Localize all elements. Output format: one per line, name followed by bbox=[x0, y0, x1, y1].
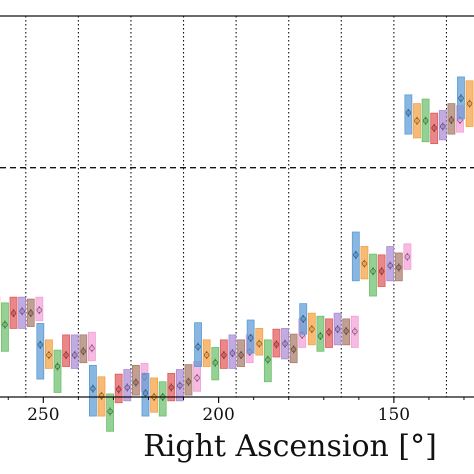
data-point bbox=[10, 310, 17, 316]
data-point bbox=[36, 307, 42, 313]
data-point bbox=[387, 262, 393, 269]
x-tick-label: 150 bbox=[378, 405, 410, 425]
data-point bbox=[396, 264, 402, 271]
data-point bbox=[63, 352, 69, 358]
data-point bbox=[89, 345, 95, 351]
error-box bbox=[62, 334, 71, 367]
data-point bbox=[72, 352, 78, 358]
data-point bbox=[352, 328, 358, 335]
data-point bbox=[90, 385, 96, 392]
axes: 250 200 150 bbox=[0, 15, 474, 425]
data-point bbox=[290, 346, 297, 353]
error-box bbox=[36, 323, 45, 380]
data-point bbox=[361, 261, 368, 267]
data-point bbox=[343, 328, 349, 334]
data-point bbox=[273, 341, 280, 348]
data-point bbox=[256, 341, 262, 347]
x-tick-label: 250 bbox=[27, 405, 59, 425]
data-point bbox=[2, 321, 8, 328]
data-point bbox=[317, 333, 324, 339]
data-point bbox=[204, 352, 210, 358]
data-point bbox=[370, 268, 376, 274]
data-point bbox=[265, 357, 271, 363]
error-box bbox=[53, 349, 62, 393]
data-point bbox=[80, 348, 86, 354]
data-point bbox=[309, 326, 315, 332]
data-point bbox=[414, 118, 420, 124]
data-point bbox=[405, 110, 412, 116]
data-point bbox=[353, 252, 359, 258]
data-point bbox=[422, 118, 429, 124]
data-point bbox=[300, 316, 306, 322]
data-point bbox=[142, 390, 149, 396]
data-point bbox=[195, 344, 201, 350]
data-point bbox=[326, 329, 332, 335]
data-point bbox=[37, 342, 43, 348]
data-point bbox=[466, 100, 473, 107]
x-axis-label: Right Ascension [°] bbox=[143, 429, 437, 464]
data-point bbox=[378, 268, 385, 274]
data-point bbox=[282, 341, 288, 347]
data-point bbox=[221, 352, 227, 358]
data-point bbox=[334, 326, 341, 332]
data-point bbox=[185, 379, 192, 385]
data-point bbox=[46, 352, 52, 358]
data-point bbox=[168, 384, 174, 391]
data-point bbox=[440, 123, 446, 130]
data-point bbox=[247, 335, 254, 341]
data-point bbox=[107, 408, 113, 415]
data-point bbox=[28, 310, 34, 316]
data-point bbox=[229, 350, 236, 356]
data-point bbox=[431, 125, 437, 131]
data-point bbox=[177, 382, 183, 389]
data-point bbox=[448, 117, 455, 123]
data-point bbox=[54, 363, 61, 370]
data-point bbox=[116, 386, 122, 393]
data-point bbox=[458, 95, 464, 101]
data-point bbox=[238, 352, 244, 358]
x-tick-label: 200 bbox=[202, 405, 234, 425]
data-point bbox=[194, 375, 200, 381]
data-point bbox=[212, 360, 218, 366]
data-point bbox=[404, 254, 411, 260]
data-point bbox=[124, 384, 130, 391]
plot-area bbox=[0, 16, 474, 432]
data-point bbox=[133, 379, 139, 386]
data-point bbox=[19, 308, 25, 314]
